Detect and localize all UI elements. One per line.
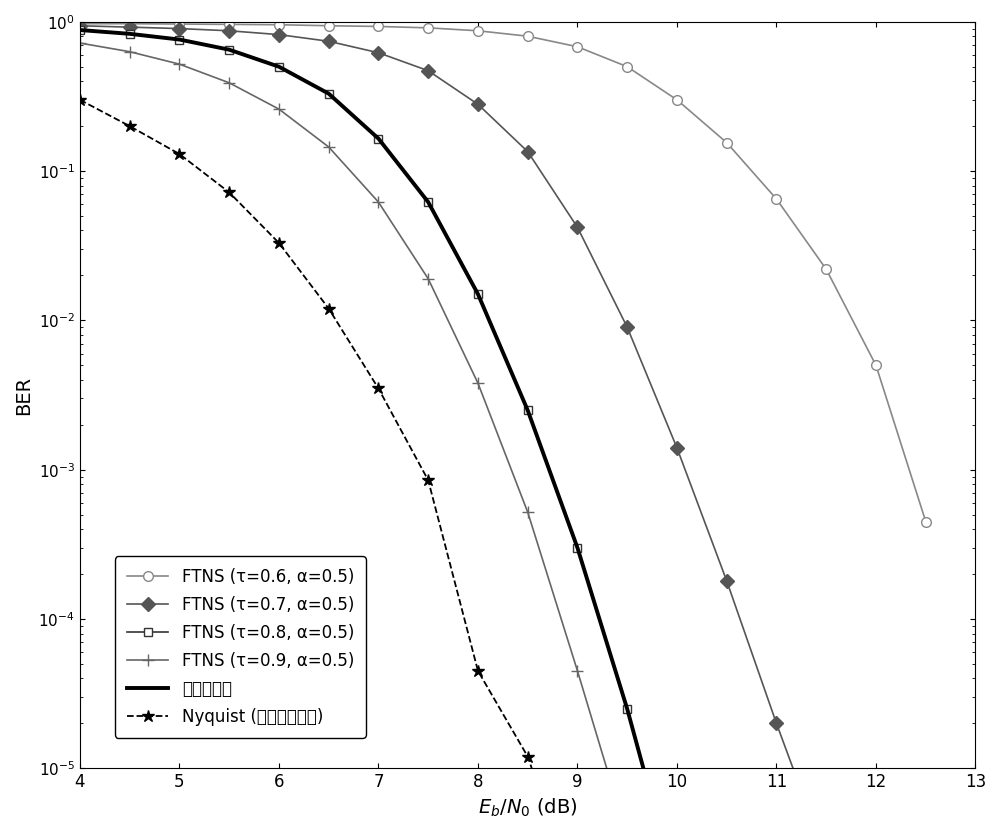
- FTNS (τ=0.6, α=0.5): [372, 22, 384, 32]
- FTNS (τ=0.7, α=0.5): [124, 22, 136, 32]
- FTNS (τ=0.6, α=0.5): [721, 137, 733, 147]
- 提出的算法: [74, 25, 86, 35]
- FTNS (τ=0.7, α=0.5): [522, 147, 534, 157]
- FTNS (τ=0.6, α=0.5): [124, 18, 136, 28]
- FTNS (τ=0.6, α=0.5): [223, 19, 235, 29]
- FTNS (τ=0.7, α=0.5): [671, 443, 683, 453]
- FTNS (τ=0.8, α=0.5): [571, 543, 583, 553]
- FTNS (τ=0.6, α=0.5): [422, 22, 434, 32]
- FTNS (τ=0.9, α=0.5): [522, 507, 534, 517]
- 提出的算法: [522, 406, 534, 416]
- FTNS (τ=0.6, α=0.5): [74, 18, 86, 28]
- FTNS (τ=0.8, α=0.5): [223, 45, 235, 55]
- FTNS (τ=0.8, α=0.5): [273, 62, 285, 72]
- FTNS (τ=0.7, α=0.5): [721, 576, 733, 586]
- FTNS (τ=0.9, α=0.5): [173, 59, 185, 69]
- FTNS (τ=0.9, α=0.5): [472, 378, 484, 388]
- 提出的算法: [372, 133, 384, 143]
- FTNS (τ=0.6, α=0.5): [522, 31, 534, 41]
- Nyquist (信道信息已知): [472, 666, 484, 676]
- FTNS (τ=0.8, α=0.5): [621, 704, 633, 714]
- Y-axis label: BER: BER: [14, 376, 33, 415]
- 提出的算法: [323, 88, 335, 98]
- FTNS (τ=0.9, α=0.5): [621, 831, 633, 833]
- FTNS (τ=0.7, α=0.5): [323, 37, 335, 47]
- FTNS (τ=0.8, α=0.5): [124, 29, 136, 39]
- FTNS (τ=0.6, α=0.5): [323, 21, 335, 31]
- 提出的算法: [273, 62, 285, 72]
- FTNS (τ=0.6, α=0.5): [571, 42, 583, 52]
- FTNS (τ=0.7, α=0.5): [770, 718, 782, 728]
- 提出的算法: [422, 197, 434, 207]
- FTNS (τ=0.6, α=0.5): [273, 20, 285, 30]
- Line: FTNS (τ=0.6, α=0.5): FTNS (τ=0.6, α=0.5): [75, 19, 931, 526]
- Legend: FTNS (τ=0.6, α=0.5), FTNS (τ=0.7, α=0.5), FTNS (τ=0.8, α=0.5), FTNS (τ=0.9, α=0.: FTNS (τ=0.6, α=0.5), FTNS (τ=0.7, α=0.5)…: [115, 556, 366, 738]
- FTNS (τ=0.7, α=0.5): [173, 23, 185, 33]
- FTNS (τ=0.7, α=0.5): [223, 26, 235, 36]
- FTNS (τ=0.7, α=0.5): [422, 66, 434, 76]
- Nyquist (信道信息已知): [422, 476, 434, 486]
- FTNS (τ=0.8, α=0.5): [372, 133, 384, 143]
- FTNS (τ=0.8, α=0.5): [422, 197, 434, 207]
- Nyquist (信道信息已知): [323, 303, 335, 313]
- FTNS (τ=0.6, α=0.5): [621, 62, 633, 72]
- FTNS (τ=0.6, α=0.5): [671, 95, 683, 105]
- FTNS (τ=0.7, α=0.5): [621, 322, 633, 332]
- FTNS (τ=0.6, α=0.5): [870, 361, 882, 371]
- Nyquist (信道信息已知): [173, 149, 185, 159]
- FTNS (τ=0.7, α=0.5): [273, 30, 285, 40]
- 提出的算法: [621, 704, 633, 714]
- FTNS (τ=0.8, α=0.5): [323, 88, 335, 98]
- Nyquist (信道信息已知): [74, 95, 86, 105]
- FTNS (τ=0.6, α=0.5): [820, 264, 832, 274]
- Nyquist (信道信息已知): [522, 751, 534, 761]
- Line: FTNS (τ=0.8, α=0.5): FTNS (τ=0.8, α=0.5): [76, 26, 681, 833]
- 提出的算法: [173, 34, 185, 44]
- FTNS (τ=0.7, α=0.5): [74, 21, 86, 31]
- 提出的算法: [571, 543, 583, 553]
- Nyquist (信道信息已知): [372, 383, 384, 393]
- FTNS (τ=0.7, α=0.5): [472, 99, 484, 109]
- Line: Nyquist (信道信息已知): Nyquist (信道信息已知): [74, 93, 584, 833]
- Nyquist (信道信息已知): [273, 238, 285, 248]
- Nyquist (信道信息已知): [124, 121, 136, 131]
- FTNS (τ=0.9, α=0.5): [223, 77, 235, 87]
- FTNS (τ=0.6, α=0.5): [770, 194, 782, 204]
- FTNS (τ=0.9, α=0.5): [571, 666, 583, 676]
- FTNS (τ=0.9, α=0.5): [422, 274, 434, 284]
- Line: FTNS (τ=0.7, α=0.5): FTNS (τ=0.7, α=0.5): [75, 21, 831, 833]
- FTNS (τ=0.8, α=0.5): [173, 34, 185, 44]
- 提出的算法: [223, 45, 235, 55]
- Nyquist (信道信息已知): [223, 187, 235, 197]
- FTNS (τ=0.7, α=0.5): [372, 47, 384, 57]
- FTNS (τ=0.8, α=0.5): [74, 25, 86, 35]
- FTNS (τ=0.9, α=0.5): [273, 104, 285, 114]
- FTNS (τ=0.9, α=0.5): [323, 142, 335, 152]
- FTNS (τ=0.8, α=0.5): [472, 289, 484, 299]
- FTNS (τ=0.7, α=0.5): [571, 222, 583, 232]
- FTNS (τ=0.8, α=0.5): [522, 406, 534, 416]
- FTNS (τ=0.9, α=0.5): [74, 38, 86, 48]
- FTNS (τ=0.9, α=0.5): [372, 197, 384, 207]
- 提出的算法: [124, 29, 136, 39]
- 提出的算法: [472, 289, 484, 299]
- Line: 提出的算法: 提出的算法: [80, 30, 677, 833]
- FTNS (τ=0.6, α=0.5): [472, 26, 484, 36]
- FTNS (τ=0.6, α=0.5): [920, 516, 932, 526]
- FTNS (τ=0.9, α=0.5): [124, 47, 136, 57]
- FTNS (τ=0.6, α=0.5): [173, 19, 185, 29]
- X-axis label: $E_b/N_0$ (dB): $E_b/N_0$ (dB): [478, 797, 577, 819]
- Line: FTNS (τ=0.9, α=0.5): FTNS (τ=0.9, α=0.5): [74, 37, 663, 833]
